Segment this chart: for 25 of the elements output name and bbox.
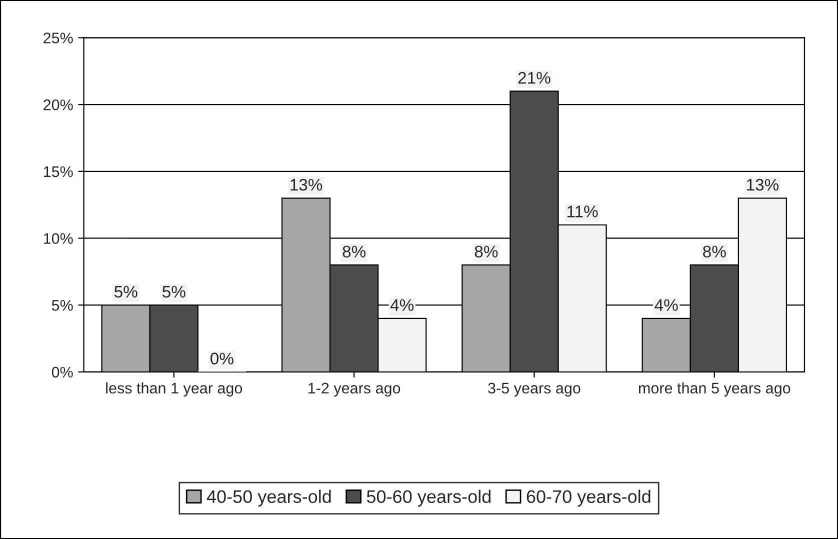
data-label: 4% bbox=[390, 299, 414, 311]
y-tick-label: 15% bbox=[44, 166, 73, 178]
y-tick-label: 25% bbox=[44, 32, 73, 44]
y-tick-label: 5% bbox=[52, 300, 73, 311]
data-label: 5% bbox=[114, 286, 138, 298]
data-label: 0% bbox=[210, 352, 234, 364]
x-tick-label: less than 1 year ago bbox=[106, 382, 242, 397]
x-tick-label: 1-2 years ago bbox=[308, 382, 400, 397]
x-tick-label: more than 5 years ago bbox=[638, 382, 790, 397]
y-tick-label: 10% bbox=[44, 233, 73, 244]
data-label: 8% bbox=[474, 246, 498, 258]
data-label: 21% bbox=[518, 72, 550, 84]
data-label: 13% bbox=[290, 178, 322, 191]
data-label: 8% bbox=[703, 246, 726, 258]
legend-label: 50-60 years-old bbox=[366, 490, 490, 507]
x-tick-label: 3-5 years ago bbox=[488, 382, 580, 397]
legend-label: 40-50 years-old bbox=[206, 490, 331, 507]
data-label: 8% bbox=[342, 246, 366, 258]
data-label: 11% bbox=[567, 206, 598, 218]
y-tick-label: 0% bbox=[52, 366, 73, 378]
legend-label: 60-70 years-old bbox=[526, 490, 650, 507]
y-tick-label: 20% bbox=[44, 99, 73, 110]
data-label: 4% bbox=[654, 299, 678, 311]
data-label: 5% bbox=[162, 286, 186, 298]
data-label: 13% bbox=[747, 178, 779, 191]
